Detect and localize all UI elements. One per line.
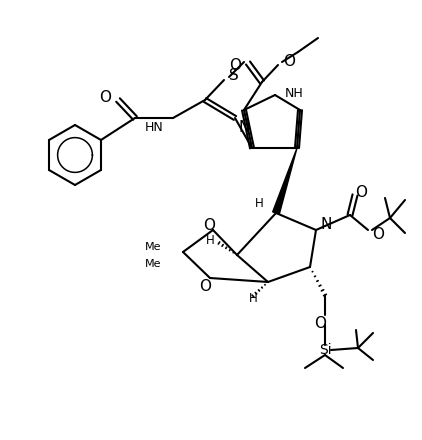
Text: S: S [229,67,239,83]
Text: O: O [372,227,384,242]
Text: O: O [99,89,111,105]
Text: O: O [314,315,326,330]
Text: NH: NH [285,87,304,99]
Text: Me: Me [144,259,161,269]
Text: N: N [321,216,333,231]
Text: Si: Si [319,343,331,357]
Polygon shape [273,148,297,214]
Text: N: N [238,120,249,135]
Text: O: O [355,184,367,199]
Text: O: O [283,54,295,69]
Text: O: O [229,58,241,73]
Text: Me: Me [144,242,161,252]
Text: H: H [249,292,258,304]
Text: HN: HN [145,121,163,133]
Text: H: H [255,197,264,209]
Text: O: O [199,279,211,293]
Text: O: O [203,217,215,232]
Text: H: H [206,234,215,246]
